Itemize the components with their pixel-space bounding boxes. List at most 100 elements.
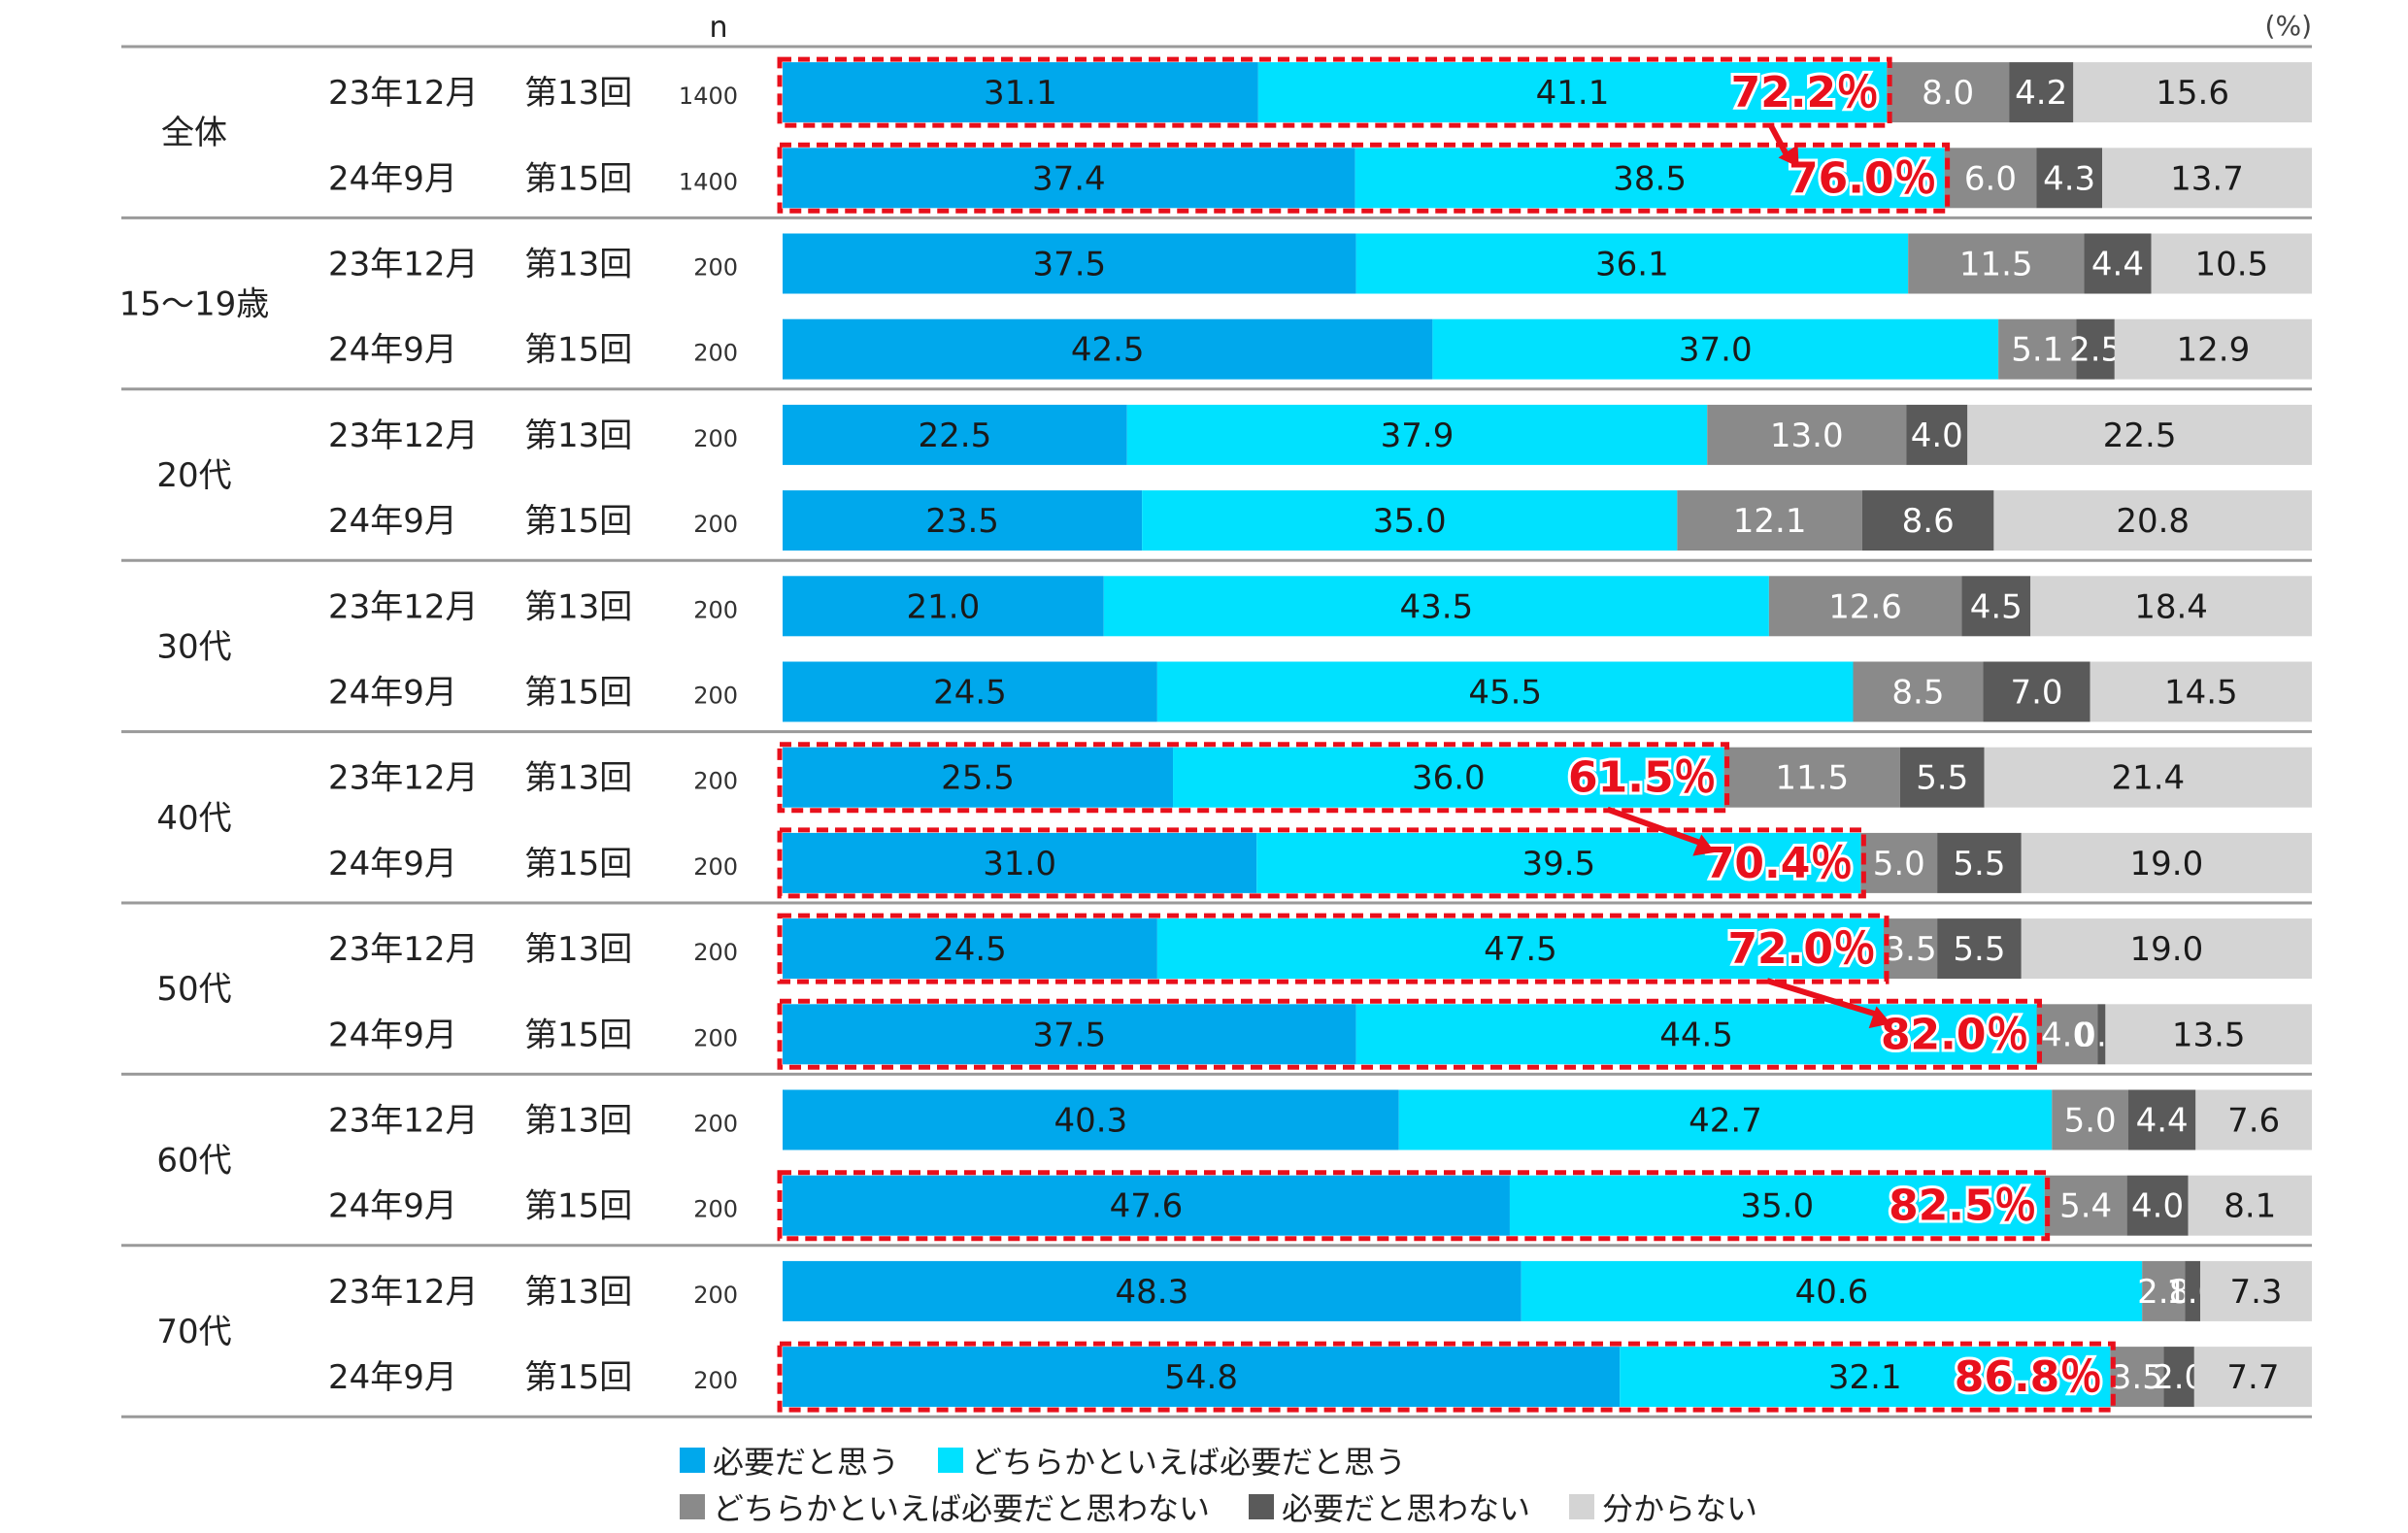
data-label: 37.5 xyxy=(1032,1016,1106,1054)
highlight-total: 82.5％ xyxy=(1889,1182,2037,1231)
legend-label-somewhat-disagree: どちらかといえば必要だと思わない xyxy=(713,1490,1211,1527)
bar-segment xyxy=(783,1175,1510,1236)
bar-segment xyxy=(2163,1347,2194,1408)
data-label: 3.5 xyxy=(2111,1358,2163,1397)
legend-swatch-dont-know xyxy=(1569,1494,1595,1519)
data-label: 24.5 xyxy=(933,674,1007,713)
trend-arrow-head xyxy=(1868,1006,1891,1029)
n-value: 200 xyxy=(693,340,738,367)
period-label: 24年9月 xyxy=(328,1016,457,1054)
bar-segment xyxy=(1853,661,1984,722)
highlight-total: 76.0％ xyxy=(1789,153,1937,203)
highlight-total: 72.0％ xyxy=(1727,924,1876,974)
data-label: 5.4 xyxy=(2059,1187,2112,1226)
round-label: 第15回 xyxy=(524,845,632,883)
bar-segment xyxy=(1103,576,1769,637)
highlight-box xyxy=(777,913,1890,984)
legend-item-agree: 必要だと思う xyxy=(680,1438,899,1483)
round-label: 第13回 xyxy=(524,1273,632,1312)
bar-segment xyxy=(2076,318,2115,380)
round-label: 第15回 xyxy=(524,502,632,541)
data-label: 5.0 xyxy=(1873,845,1925,883)
data-label: 11.5 xyxy=(1775,759,1849,798)
data-label: 43.5 xyxy=(1399,587,1473,626)
bar-segment xyxy=(1860,832,1938,893)
data-label: 7.7 xyxy=(2226,1358,2279,1397)
n-value: 200 xyxy=(693,1196,738,1223)
bar-segment xyxy=(2073,62,2312,123)
bar-segment xyxy=(783,832,1257,893)
n-value: 200 xyxy=(693,683,738,710)
group-label: 20代 xyxy=(156,456,231,495)
data-label: 5.5 xyxy=(1953,845,2005,883)
data-label: 13.7 xyxy=(2170,159,2244,198)
data-label: 10.5 xyxy=(2194,246,2268,284)
n-value: 1400 xyxy=(679,168,738,195)
bar-segment xyxy=(2009,62,2074,123)
legend-item-somewhat-agree: どちらかといえば必要だと思う xyxy=(938,1438,1406,1483)
bar-segment xyxy=(1967,404,2312,465)
period-label: 24年9月 xyxy=(328,1358,457,1397)
n-value: 200 xyxy=(693,939,738,966)
period-label: 24年9月 xyxy=(328,674,457,713)
data-label: 31.1 xyxy=(984,74,1057,113)
bar-segment xyxy=(783,318,1433,380)
bar-segment xyxy=(1707,404,1907,465)
group-label: 50代 xyxy=(156,970,231,1009)
bar-segment xyxy=(2110,1347,2164,1408)
bar-segment xyxy=(1768,576,1962,637)
bar-segment xyxy=(2193,1347,2312,1408)
period-label: 24年9月 xyxy=(328,845,457,883)
period-label: 24年9月 xyxy=(328,502,457,541)
bar-segment xyxy=(2188,1175,2312,1236)
n-value: 200 xyxy=(693,511,738,538)
bar-segment xyxy=(1620,1347,2111,1408)
trend-arrow-head xyxy=(1778,145,1799,168)
highlight-box xyxy=(777,742,1730,814)
data-label: 3.5 xyxy=(1885,930,1937,969)
data-label: 8.1 xyxy=(2224,1187,2276,1226)
data-label: 22.5 xyxy=(919,417,992,455)
data-label: 8.6 xyxy=(1902,502,1955,541)
data-label: 31.0 xyxy=(983,845,1056,883)
highlight-total: 86.8％ xyxy=(1955,1352,2103,1402)
data-label: 7.0 xyxy=(2010,674,2062,713)
data-label: 37.9 xyxy=(1381,417,1455,455)
bar-segment xyxy=(2114,318,2312,380)
round-label: 第13回 xyxy=(524,1102,632,1141)
legend-label-agree: 必要だと思う xyxy=(713,1444,900,1481)
data-label: 19.0 xyxy=(2130,845,2204,883)
bar-segment xyxy=(2036,148,2103,209)
data-label: 35.0 xyxy=(1740,1187,1814,1226)
bar-segment xyxy=(1256,832,1861,893)
bar-segment xyxy=(783,490,1143,551)
group-label: 70代 xyxy=(156,1313,231,1351)
bar-segment xyxy=(1884,918,1938,980)
bar-segment xyxy=(1173,747,1724,808)
period-label: 23年12月 xyxy=(328,759,479,798)
bar-segment xyxy=(1156,918,1884,980)
bar-segment xyxy=(2084,233,2152,294)
data-label: 13.0 xyxy=(1770,417,1844,455)
trend-arrow xyxy=(1766,978,1883,1019)
data-label: 37.0 xyxy=(1679,331,1753,370)
bar-segment xyxy=(783,661,1157,722)
data-label: 36.1 xyxy=(1595,246,1669,284)
data-label: 5.5 xyxy=(1916,759,1968,798)
data-label: 4.5 xyxy=(1970,587,2023,626)
legend-item-disagree: 必要だと思わない xyxy=(1249,1484,1530,1529)
n-value: 200 xyxy=(693,254,738,282)
round-label: 第15回 xyxy=(524,674,632,713)
round-label: 第13回 xyxy=(524,246,632,284)
data-label: 4.2 xyxy=(2015,74,2067,113)
bar-segment xyxy=(1961,576,2031,637)
bar-segment xyxy=(783,1004,1356,1065)
data-label: 42.7 xyxy=(1689,1102,1762,1141)
n-value: 200 xyxy=(693,1367,738,1394)
bar-segment xyxy=(1887,62,2010,123)
n-value: 200 xyxy=(693,425,738,452)
n-header: n xyxy=(709,11,727,45)
bar-segment xyxy=(1899,747,1985,808)
data-label: 21.4 xyxy=(2111,759,2185,798)
bar-segment xyxy=(1906,404,1968,465)
